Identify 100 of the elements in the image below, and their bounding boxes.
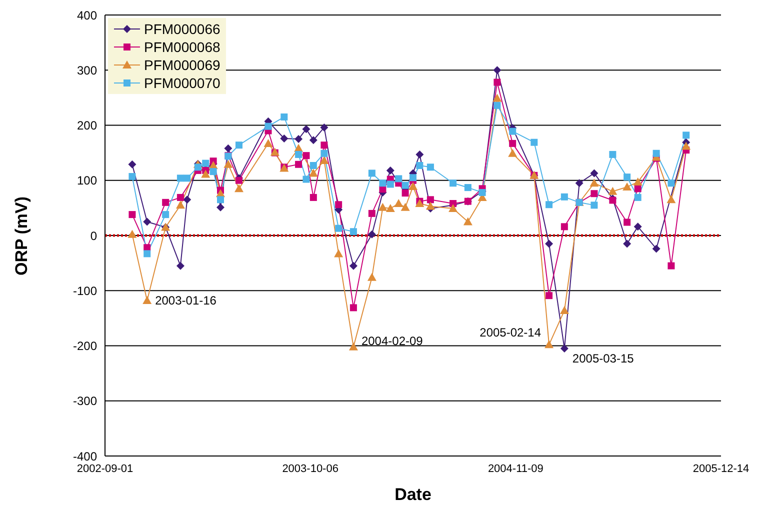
point — [295, 160, 302, 168]
point — [668, 262, 675, 270]
point — [624, 218, 631, 226]
point — [395, 175, 402, 182]
point — [666, 195, 676, 204]
point — [560, 193, 568, 200]
point — [408, 182, 418, 190]
point — [350, 228, 357, 236]
point — [349, 262, 358, 270]
point — [183, 196, 192, 204]
point — [308, 168, 318, 177]
legend-label: PFM000066 — [144, 20, 220, 38]
point — [348, 342, 358, 350]
point — [560, 344, 568, 353]
point — [295, 150, 302, 158]
point — [509, 140, 516, 147]
point — [302, 125, 310, 134]
point — [310, 194, 317, 201]
point — [386, 180, 394, 188]
annotation: 2005-02-14 — [480, 326, 542, 340]
point — [590, 169, 598, 178]
point — [623, 240, 632, 248]
point — [560, 306, 569, 314]
point — [194, 164, 202, 171]
point — [350, 304, 357, 312]
point — [546, 292, 553, 300]
point — [335, 224, 342, 232]
point — [575, 179, 584, 188]
point — [463, 217, 472, 226]
point — [494, 78, 501, 86]
annotation: 2004-02-09 — [361, 334, 424, 348]
point — [264, 122, 272, 130]
point — [634, 194, 642, 201]
point — [402, 182, 409, 189]
point — [235, 142, 242, 149]
point — [508, 148, 518, 157]
point — [652, 150, 660, 157]
x-tick-label: 2002-09-01 — [76, 462, 134, 475]
point — [509, 128, 516, 135]
point — [560, 223, 568, 230]
y-tick-label: 100 — [76, 174, 98, 188]
point — [216, 203, 224, 212]
point — [368, 170, 376, 177]
point — [494, 102, 501, 109]
point — [176, 174, 184, 182]
point — [448, 204, 458, 212]
point — [234, 184, 244, 192]
point — [320, 156, 329, 164]
point — [309, 136, 318, 144]
point — [633, 178, 642, 186]
point — [334, 249, 344, 258]
point — [144, 250, 151, 258]
point — [464, 184, 472, 192]
legend-label: PFM000069 — [144, 56, 220, 74]
legend-label: PFM000068 — [144, 38, 220, 56]
point — [320, 150, 328, 157]
point — [668, 180, 675, 187]
point — [202, 160, 210, 167]
point — [143, 218, 152, 226]
point — [217, 196, 224, 204]
y-tick-label: -100 — [72, 284, 98, 298]
point — [320, 123, 328, 132]
point — [415, 199, 424, 208]
point — [294, 135, 303, 144]
point — [544, 340, 554, 348]
point — [128, 173, 136, 180]
y-tick-label: 200 — [76, 118, 98, 133]
point — [492, 94, 502, 102]
y-tick-label: -400 — [72, 449, 98, 464]
x-tick-label: 2003-10-06 — [282, 462, 338, 475]
point — [493, 66, 502, 74]
point — [426, 164, 434, 171]
point — [546, 201, 553, 208]
y-tick-label: -200 — [72, 339, 98, 354]
point — [176, 194, 184, 201]
point — [162, 198, 170, 206]
point — [426, 196, 434, 204]
point — [416, 150, 424, 158]
point — [545, 240, 554, 248]
x-axis-title: Date — [394, 485, 432, 504]
point — [142, 296, 152, 304]
point — [450, 180, 457, 187]
y-tick-label: -300 — [72, 394, 98, 408]
point — [367, 272, 376, 281]
x-tick-label: 2004-11-09 — [488, 462, 544, 475]
point — [378, 202, 388, 211]
point — [210, 168, 217, 176]
point — [416, 162, 424, 169]
point — [394, 199, 404, 208]
point — [368, 210, 376, 217]
y-axis-title: ORP (mV) — [12, 196, 32, 276]
point — [622, 182, 632, 190]
point — [280, 113, 288, 120]
point — [590, 190, 598, 198]
point — [590, 178, 599, 187]
point — [302, 176, 310, 183]
point — [162, 211, 170, 218]
point — [264, 138, 273, 147]
point — [128, 160, 136, 168]
point — [682, 132, 690, 139]
